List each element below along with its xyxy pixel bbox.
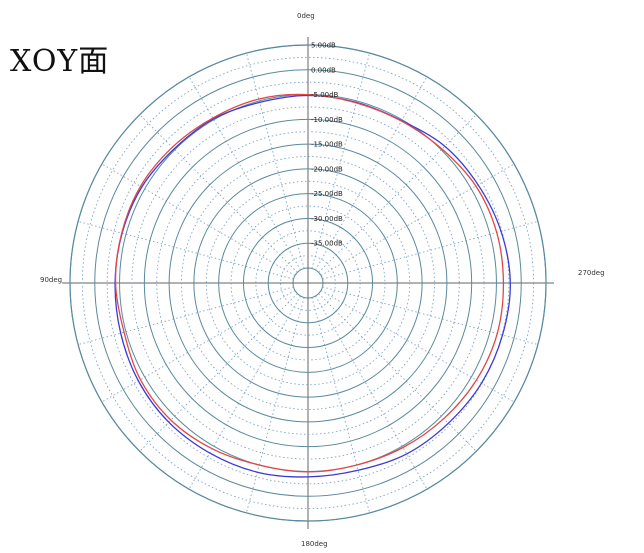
- ring-minor-4: [181, 156, 435, 410]
- spoke-255: [322, 286, 539, 346]
- spoke-30: [188, 76, 301, 271]
- spoke-15: [245, 52, 305, 269]
- series-line-1: [114, 93, 505, 473]
- ring-5: [193, 168, 423, 398]
- spoke-315: [318, 114, 477, 273]
- r-tick-label: -25.00dB: [311, 190, 343, 198]
- spoke-135: [139, 293, 298, 452]
- r-tick-label: -35.00dB: [311, 240, 343, 248]
- r-tick-label: -5.00dB: [311, 91, 339, 99]
- r-tick-label: -20.00dB: [311, 165, 343, 173]
- ring-minor-1: [106, 81, 510, 485]
- ring-minor-0: [81, 56, 535, 510]
- ring-3: [143, 118, 473, 448]
- spoke-300: [320, 163, 515, 276]
- ring-minor-2: [131, 106, 485, 460]
- spoke-165: [245, 297, 305, 514]
- spoke-285: [322, 220, 539, 280]
- ring-4: [168, 143, 448, 423]
- ring-1: [94, 69, 522, 497]
- chart-title: XOY面: [10, 44, 110, 79]
- spoke-210: [315, 295, 428, 490]
- spoke-75: [77, 220, 294, 280]
- spoke-60: [101, 163, 296, 276]
- r-tick-label: -10.00dB: [311, 116, 343, 124]
- r-tick-label: 5.00dB: [311, 42, 336, 50]
- ring-8: [267, 242, 349, 324]
- angle-label: 180deg: [301, 540, 328, 548]
- label-layer: 5.00dB 0.00dB -5.00dB -10.00dB -15.00dB -20.0…: [40, 12, 605, 548]
- spoke-105: [77, 286, 294, 346]
- spoke-240: [320, 290, 515, 403]
- ring-0: [69, 44, 547, 522]
- angle-label: 0deg: [297, 12, 315, 20]
- ring-minor-3: [156, 131, 460, 435]
- series-line-0: [114, 94, 511, 478]
- r-tick-label: -15.00dB: [311, 141, 343, 149]
- ring-minor-8: [280, 255, 336, 311]
- ring-minor-6: [230, 205, 386, 361]
- angle-label: 270deg: [578, 269, 605, 277]
- polar-grid: [62, 37, 554, 529]
- angle-label: 90deg: [40, 276, 62, 284]
- r-tick-label: 0.00dB: [311, 66, 336, 74]
- spoke-345: [311, 52, 371, 269]
- ring-minor-5: [205, 180, 411, 386]
- ring-6: [218, 193, 398, 373]
- ring-7: [242, 217, 374, 349]
- series-layer: [114, 93, 511, 478]
- ring-minor-7: [255, 230, 361, 336]
- spoke-225: [318, 293, 477, 452]
- r-tick-label: -30.00dB: [311, 215, 343, 223]
